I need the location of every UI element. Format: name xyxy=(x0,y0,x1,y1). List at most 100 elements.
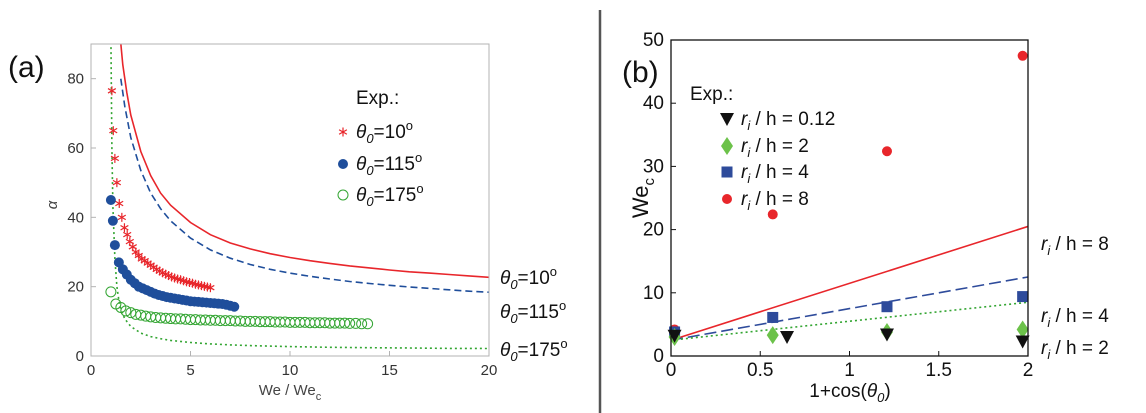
legend-entry: ri / h = 4 xyxy=(741,162,809,186)
data-point xyxy=(722,194,732,204)
data-point xyxy=(123,231,132,238)
data-point xyxy=(1016,320,1029,339)
y-axis-label-b: Wec xyxy=(628,177,658,218)
y-tick-label: 30 xyxy=(643,156,664,177)
x-tick-label: 0 xyxy=(666,360,677,381)
subscript: i xyxy=(747,171,751,186)
plot-area-a xyxy=(105,44,489,350)
x-axis-label-b: 1+cos(θ0) xyxy=(809,381,890,405)
x-tick-label: 0.5 xyxy=(747,360,773,381)
x-tick-label: 1.5 xyxy=(926,360,952,381)
value-text: =175 xyxy=(518,340,561,361)
curve-label: θ0=175o xyxy=(500,336,568,364)
y-tick-label: 10 xyxy=(643,283,664,304)
theta-symbol: θ xyxy=(356,154,367,175)
legend-marker xyxy=(721,166,733,178)
degree-sup: o xyxy=(406,118,413,133)
data-point xyxy=(766,326,779,345)
legend-entry: θ0=10o xyxy=(356,118,413,146)
legend-title-a: Exp.: xyxy=(356,88,399,109)
y-tick-label: 40 xyxy=(67,209,84,226)
data-point xyxy=(125,307,137,319)
legend-entry: ri / h = 2 xyxy=(741,136,809,160)
xlabel-main: We / We xyxy=(259,382,316,399)
y-tick-label: 80 xyxy=(67,71,84,88)
x-tick-label: 10 xyxy=(282,362,299,379)
data-point xyxy=(362,318,374,330)
curve-label: θ0=10o xyxy=(500,264,557,292)
data-point xyxy=(879,328,894,342)
data-point xyxy=(780,331,795,345)
data-point xyxy=(350,317,362,329)
subscript: 0 xyxy=(510,349,518,364)
panel-label-a: (a) xyxy=(8,51,45,84)
r-symbol: r xyxy=(741,189,748,210)
subscript: i xyxy=(1047,243,1051,258)
ratio-text: / h = 8 xyxy=(750,189,809,210)
legend-marker xyxy=(337,189,349,201)
data-point xyxy=(339,317,351,329)
value-text: =10 xyxy=(374,122,406,143)
theta-symbol: θ xyxy=(500,302,511,323)
panel-label-b: (b) xyxy=(622,56,659,89)
data-point xyxy=(337,189,349,201)
xlabel-sub: c xyxy=(316,391,322,403)
theta-symbol: θ xyxy=(500,340,511,361)
subscript: 0 xyxy=(510,277,518,292)
x-tick-label: 1 xyxy=(844,360,855,381)
r-symbol: r xyxy=(1041,306,1048,327)
data-point xyxy=(720,113,734,126)
theta-symbol: θ xyxy=(356,122,367,143)
degree-sup: o xyxy=(550,264,557,279)
subscript: 0 xyxy=(366,163,374,178)
subscript: i xyxy=(747,145,751,160)
legend-entry: θ0=175o xyxy=(356,181,424,209)
data-point xyxy=(206,284,215,291)
ratio-text: / h = 2 xyxy=(750,136,809,157)
data-point xyxy=(338,159,348,169)
r-symbol: r xyxy=(741,136,748,157)
legend-marker xyxy=(338,159,348,169)
ratio-text: / h = 0.12 xyxy=(750,109,835,130)
legend-marker xyxy=(720,113,734,126)
theta-symbol: θ xyxy=(500,268,511,289)
data-point xyxy=(881,146,892,157)
y-tick-label: 20 xyxy=(67,279,84,296)
subscript: i xyxy=(747,118,751,133)
ratio-text: / h = 4 xyxy=(1050,306,1109,327)
y-tick-label: 60 xyxy=(67,140,84,157)
legend-marker xyxy=(721,137,733,155)
y-tick-label: 20 xyxy=(643,220,664,241)
data-point xyxy=(229,301,240,312)
xlabel-theta: θ xyxy=(867,381,878,402)
data-point xyxy=(107,88,117,94)
subscript: 0 xyxy=(510,311,518,326)
data-point xyxy=(109,127,118,134)
legend-marker xyxy=(338,127,348,137)
data-point xyxy=(356,318,368,330)
data-point xyxy=(344,317,356,329)
model-curve xyxy=(120,44,489,279)
xlabel-post: ) xyxy=(884,381,890,402)
data-point xyxy=(110,155,120,162)
ratio-text: / h = 4 xyxy=(750,162,809,183)
data-point xyxy=(881,301,893,313)
legend-entry: ri / h = 8 xyxy=(741,189,809,213)
r-symbol: r xyxy=(1041,234,1048,255)
value-text: =115 xyxy=(518,302,559,323)
model-line xyxy=(670,225,1029,341)
data-point xyxy=(767,311,779,323)
ylabel-sub: c xyxy=(641,177,658,185)
data-point xyxy=(109,240,120,251)
data-point xyxy=(112,179,122,186)
x-tick-label: 20 xyxy=(481,362,498,379)
legend-marker xyxy=(722,194,732,204)
x-tick-label: 15 xyxy=(381,362,398,379)
y-tick-label: 40 xyxy=(643,93,664,114)
line-label: ri / h = 4 xyxy=(1041,306,1109,330)
data-point xyxy=(128,244,137,250)
ratio-text: / h = 8 xyxy=(1050,234,1109,255)
ylabel-main: We xyxy=(628,185,653,218)
data-point xyxy=(134,252,143,259)
